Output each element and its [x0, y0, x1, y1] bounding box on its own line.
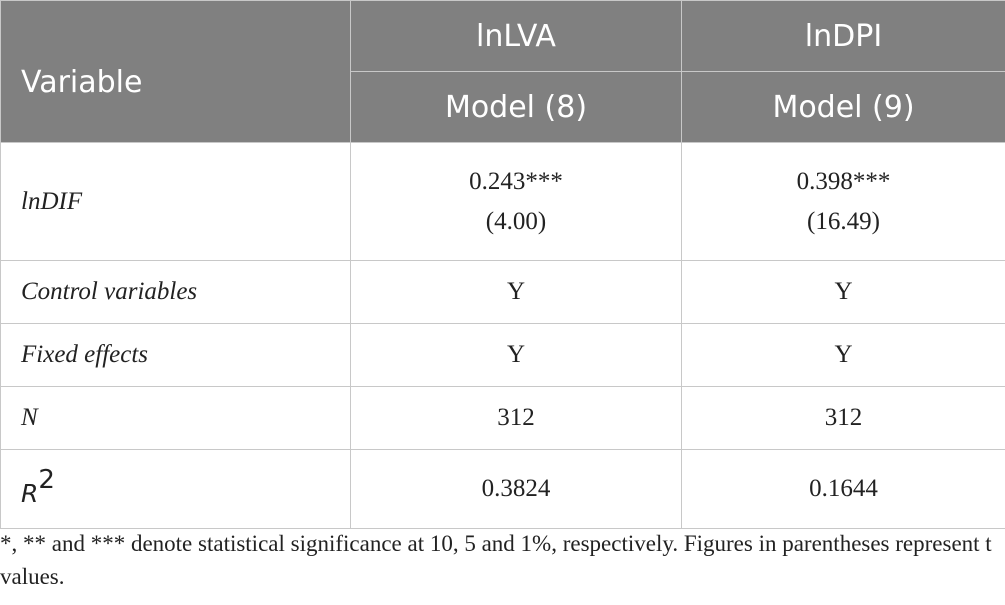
- row-label-n: N: [0, 386, 351, 450]
- table-row: Fixed effects Y Y: [0, 323, 1005, 387]
- table-row: Control variables Y Y: [0, 260, 1005, 324]
- cell-control-model-9: Y: [681, 260, 1005, 324]
- header-lnlva: lnLVA: [350, 0, 682, 72]
- header-model-9: Model (9): [681, 71, 1005, 143]
- coefficient-value: 0.398***: [796, 167, 891, 195]
- table-row: N 312 312: [0, 386, 1005, 450]
- cell-lndif-model-8: 0.243*** (4.00): [350, 142, 682, 261]
- cell-lndif-model-9: 0.398*** (16.49): [681, 142, 1005, 261]
- results-table: Variable lnLVA lnDPI Model (8) Model (9)…: [0, 0, 1005, 529]
- row-label-r-squared: R2: [0, 449, 351, 529]
- r-squared-base: R: [21, 478, 39, 508]
- coefficient-value: 0.243***: [469, 167, 563, 195]
- header-variable: Variable: [0, 0, 351, 143]
- header-row-models: Model (8) Model (9): [1, 71, 1005, 143]
- table-row: R2 0.3824 0.1644: [0, 449, 1005, 529]
- cell-n-model-8: 312: [350, 386, 682, 450]
- cell-control-model-8: Y: [350, 260, 682, 324]
- t-value: (4.00): [485, 207, 547, 235]
- cell-fixed-model-9: Y: [681, 323, 1005, 387]
- row-label-control-variables: Control variables: [0, 260, 351, 324]
- t-value: (16.49): [807, 207, 880, 235]
- table-row: lnDIF 0.243*** (4.00) 0.398*** (16.49): [0, 142, 1005, 261]
- table-body: lnDIF 0.243*** (4.00) 0.398*** (16.49) C…: [0, 142, 1005, 529]
- cell-n-model-9: 312: [681, 386, 1005, 450]
- row-label-lndif: lnDIF: [0, 142, 351, 261]
- r-squared-exponent: 2: [38, 465, 55, 496]
- cell-r2-model-8: 0.3824: [350, 449, 682, 529]
- header-row-variables: Variable lnLVA lnDPI: [0, 0, 1005, 143]
- r-squared-symbol: R2: [21, 465, 55, 508]
- header-lndpi: lnDPI: [681, 0, 1005, 72]
- cell-r2-model-9: 0.1644: [681, 449, 1005, 529]
- cell-fixed-model-8: Y: [350, 323, 682, 387]
- table-header: Variable lnLVA lnDPI Model (8) Model (9): [0, 0, 1005, 143]
- table-footnote: *, ** and *** denote statistical signifi…: [0, 531, 992, 589]
- row-label-fixed-effects: Fixed effects: [0, 323, 351, 387]
- header-model-8: Model (8): [350, 71, 682, 143]
